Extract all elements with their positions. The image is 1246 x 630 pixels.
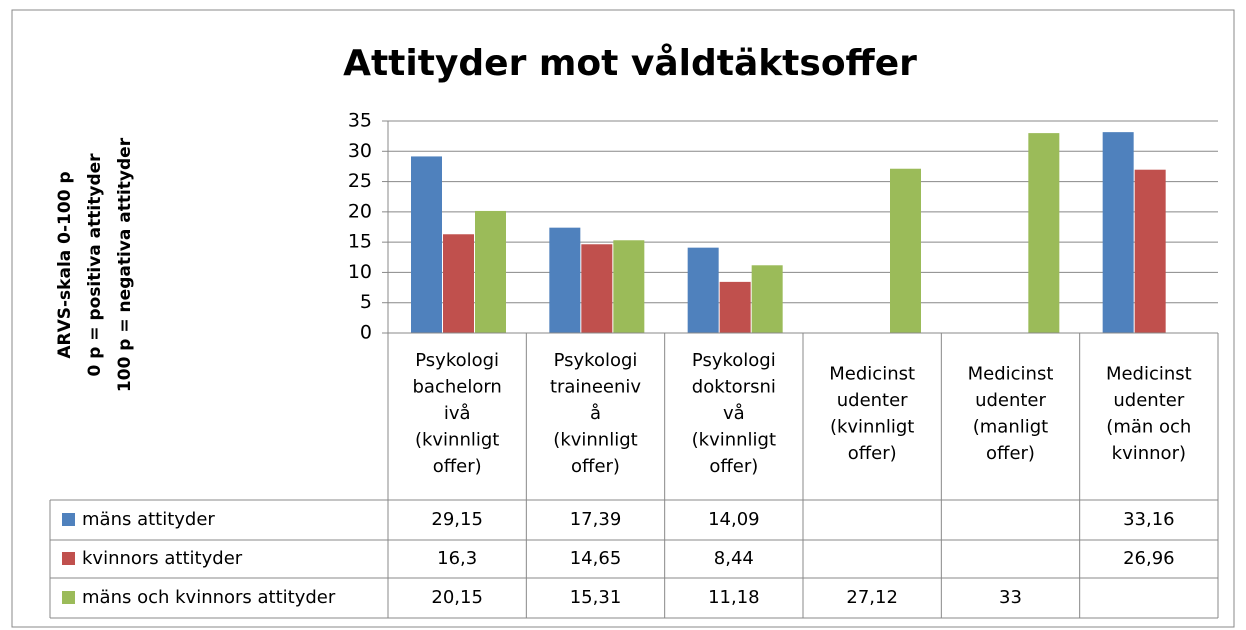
x-tick-label: (män och — [1106, 416, 1191, 437]
x-tick-label: offer) — [986, 443, 1035, 464]
x-tick-label: traineeniv — [550, 377, 641, 398]
table-value: 11,18 — [708, 587, 760, 608]
bar — [719, 281, 751, 333]
x-tick-label: Psykologi — [692, 350, 776, 371]
bar — [411, 156, 442, 333]
x-tick-label: Psykologi — [415, 350, 499, 371]
y-tick-label: 15 — [348, 231, 372, 253]
table-value: 15,31 — [570, 587, 622, 608]
x-tick-label: udenter — [1113, 390, 1184, 411]
x-tick-label: (kvinnligt — [553, 430, 637, 451]
table-value: 33,16 — [1123, 509, 1175, 530]
y-tick-label: 30 — [348, 140, 372, 162]
bar — [687, 247, 719, 333]
y-tick-label: 20 — [348, 200, 372, 222]
bar — [751, 265, 783, 333]
bar — [1134, 169, 1166, 333]
table-value: 17,39 — [570, 509, 622, 530]
table-value: 14,09 — [708, 509, 760, 530]
y-axis-label-line: ARVS-skala 0-100 p — [55, 171, 75, 358]
legend-label: kvinnors attityder — [82, 548, 243, 569]
x-tick-label: å — [590, 403, 601, 424]
x-tick-label: (kvinnligt — [830, 416, 914, 437]
bar — [1102, 132, 1134, 333]
y-tick-label: 10 — [348, 261, 372, 283]
y-axis-label-line: 0 p = positiva attityder — [85, 153, 105, 377]
y-tick-label: 35 — [348, 110, 372, 132]
bar — [1028, 133, 1060, 333]
y-tick-label: 5 — [360, 291, 372, 313]
x-tick-label: vå — [723, 403, 745, 424]
y-axis-label-line: 100 p = negativa attityder — [115, 137, 135, 392]
x-tick-label: doktorsni — [692, 377, 776, 398]
y-axis-label: ARVS-skala 0-100 p 0 p = positiva attityd… — [55, 137, 135, 392]
bar — [613, 240, 645, 333]
x-tick-label: (kvinnligt — [415, 430, 499, 451]
legend-label: mäns och kvinnors attityder — [82, 587, 336, 608]
x-tick-label: offer) — [709, 456, 758, 477]
bar — [475, 210, 506, 333]
legend-key — [62, 552, 75, 565]
x-tick-label: Medicinst — [968, 363, 1054, 384]
bar — [581, 244, 613, 333]
x-tick-label: kvinnor) — [1112, 443, 1186, 464]
legend-key — [62, 591, 75, 604]
table-value: 26,96 — [1123, 548, 1175, 569]
table-value: 16,3 — [437, 548, 477, 569]
legend-key — [62, 513, 75, 526]
chart-title: Attityder mot våldtäktsoffer — [343, 43, 917, 84]
bar — [549, 227, 581, 333]
x-tick-label: Medicinst — [1106, 363, 1192, 384]
table-value: 29,15 — [431, 509, 483, 530]
table-value: 8,44 — [714, 548, 754, 569]
table-value: 27,12 — [846, 587, 898, 608]
x-tick-label: udenter — [975, 390, 1046, 411]
bar — [890, 168, 921, 333]
bar — [443, 234, 474, 333]
x-tick-label: udenter — [837, 390, 908, 411]
x-tick-label: bachelorn — [412, 377, 501, 398]
table-value: 33 — [999, 587, 1022, 608]
y-tick-label: 25 — [348, 170, 372, 192]
y-tick-label: 0 — [360, 322, 372, 344]
table-value: 20,15 — [431, 587, 483, 608]
x-tick-label: offer) — [571, 456, 620, 477]
legend-label: mäns attityder — [82, 509, 215, 530]
x-tick-label: (kvinnligt — [692, 430, 776, 451]
x-tick-label: (manligt — [973, 416, 1048, 437]
x-tick-label: Psykologi — [554, 350, 638, 371]
x-tick-label: Medicinst — [829, 363, 915, 384]
x-tick-label: offer) — [433, 456, 482, 477]
x-tick-label: offer) — [848, 443, 897, 464]
x-tick-label: ivå — [444, 403, 471, 424]
table-value: 14,65 — [570, 548, 622, 569]
